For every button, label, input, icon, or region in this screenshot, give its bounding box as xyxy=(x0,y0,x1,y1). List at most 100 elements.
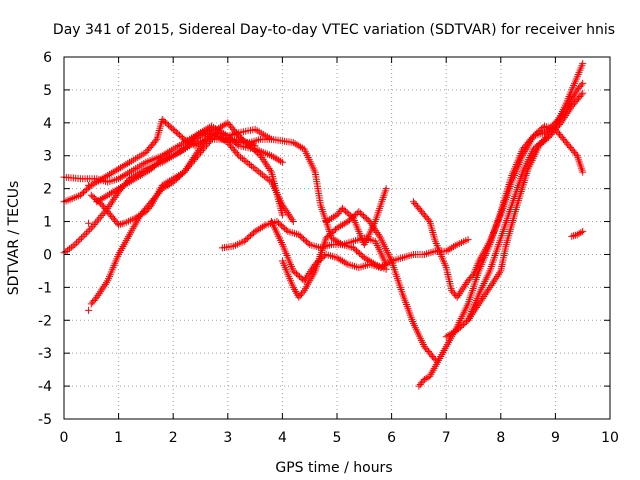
y-tick-label: 1 xyxy=(43,215,52,231)
data-point xyxy=(240,156,248,164)
data-point xyxy=(211,130,219,138)
data-point xyxy=(331,236,339,244)
data-point xyxy=(115,221,123,229)
data-point xyxy=(162,182,170,190)
data-point xyxy=(116,174,124,182)
data-point xyxy=(464,236,472,244)
data-point xyxy=(93,217,101,225)
data-point xyxy=(164,181,172,189)
data-point xyxy=(570,232,578,240)
data-point xyxy=(144,167,152,175)
data-point xyxy=(193,148,201,156)
data-point xyxy=(444,332,452,340)
data-point xyxy=(342,259,350,267)
data-point xyxy=(81,231,89,239)
data-point xyxy=(362,255,370,263)
data-point xyxy=(218,122,226,130)
data-point xyxy=(454,291,462,299)
data-point xyxy=(340,220,348,228)
data-point xyxy=(288,216,296,224)
data-point xyxy=(176,147,184,155)
data-point xyxy=(442,247,450,255)
data-point xyxy=(373,229,381,237)
data-point xyxy=(110,195,118,203)
data-point xyxy=(257,224,265,232)
data-point xyxy=(269,153,277,161)
data-points xyxy=(60,60,587,390)
data-point xyxy=(97,200,105,208)
data-point xyxy=(187,157,195,165)
data-point xyxy=(287,214,295,222)
data-point xyxy=(271,154,279,162)
data-point xyxy=(295,142,303,150)
data-point xyxy=(124,159,132,167)
data-point xyxy=(164,148,172,156)
data-point xyxy=(487,282,495,290)
data-point xyxy=(120,162,128,170)
data-point xyxy=(107,169,115,177)
data-point xyxy=(559,115,567,123)
data-point xyxy=(82,229,90,237)
data-point xyxy=(299,288,307,296)
y-tick-label: -4 xyxy=(38,379,52,395)
data-point xyxy=(424,216,432,224)
x-tick-label: 0 xyxy=(60,430,69,446)
y-tick-label: -2 xyxy=(38,313,52,329)
data-point xyxy=(260,157,268,165)
data-point xyxy=(184,163,192,171)
data-point xyxy=(116,184,124,192)
data-point xyxy=(442,333,450,341)
data-point xyxy=(333,254,341,262)
data-point xyxy=(528,134,536,142)
data-point xyxy=(198,141,206,149)
data-point xyxy=(112,192,120,200)
data-point xyxy=(579,89,587,97)
data-point xyxy=(181,166,189,174)
data-point xyxy=(124,179,132,187)
data-point xyxy=(251,227,259,235)
data-point xyxy=(93,178,101,186)
data-point xyxy=(109,197,117,205)
data-point xyxy=(460,282,468,290)
data-point xyxy=(483,287,491,295)
data-point xyxy=(446,331,454,339)
data-point xyxy=(338,257,346,265)
data-point xyxy=(579,60,587,68)
data-point xyxy=(572,150,580,158)
data-point xyxy=(111,167,119,175)
data-point xyxy=(127,177,135,185)
data-point xyxy=(191,142,199,150)
data-point xyxy=(382,185,390,193)
data-point xyxy=(190,154,198,162)
data-point xyxy=(260,172,268,180)
data-point xyxy=(293,141,301,149)
data-point xyxy=(565,106,573,114)
data-point xyxy=(258,154,266,162)
data-point xyxy=(321,252,329,260)
data-point xyxy=(113,166,121,174)
data-point xyxy=(135,173,143,181)
data-point xyxy=(102,279,110,287)
data-point xyxy=(262,174,270,182)
data-point xyxy=(481,291,489,299)
data-point xyxy=(195,130,203,138)
data-point xyxy=(162,150,170,158)
data-point xyxy=(329,213,337,221)
data-point xyxy=(171,151,179,159)
data-point xyxy=(335,223,343,231)
data-point xyxy=(238,155,246,163)
data-point xyxy=(281,205,289,213)
data-point xyxy=(482,289,490,297)
data-point xyxy=(258,223,266,231)
data-point xyxy=(449,243,457,251)
x-tick-label: 10 xyxy=(601,430,619,446)
data-point xyxy=(191,132,199,140)
data-point xyxy=(249,163,257,171)
data-point xyxy=(251,142,259,150)
x-tick-label: 5 xyxy=(333,430,342,446)
data-point xyxy=(74,237,82,245)
y-tick-label: 5 xyxy=(43,83,52,99)
data-point xyxy=(258,171,266,179)
data-point xyxy=(494,271,502,279)
